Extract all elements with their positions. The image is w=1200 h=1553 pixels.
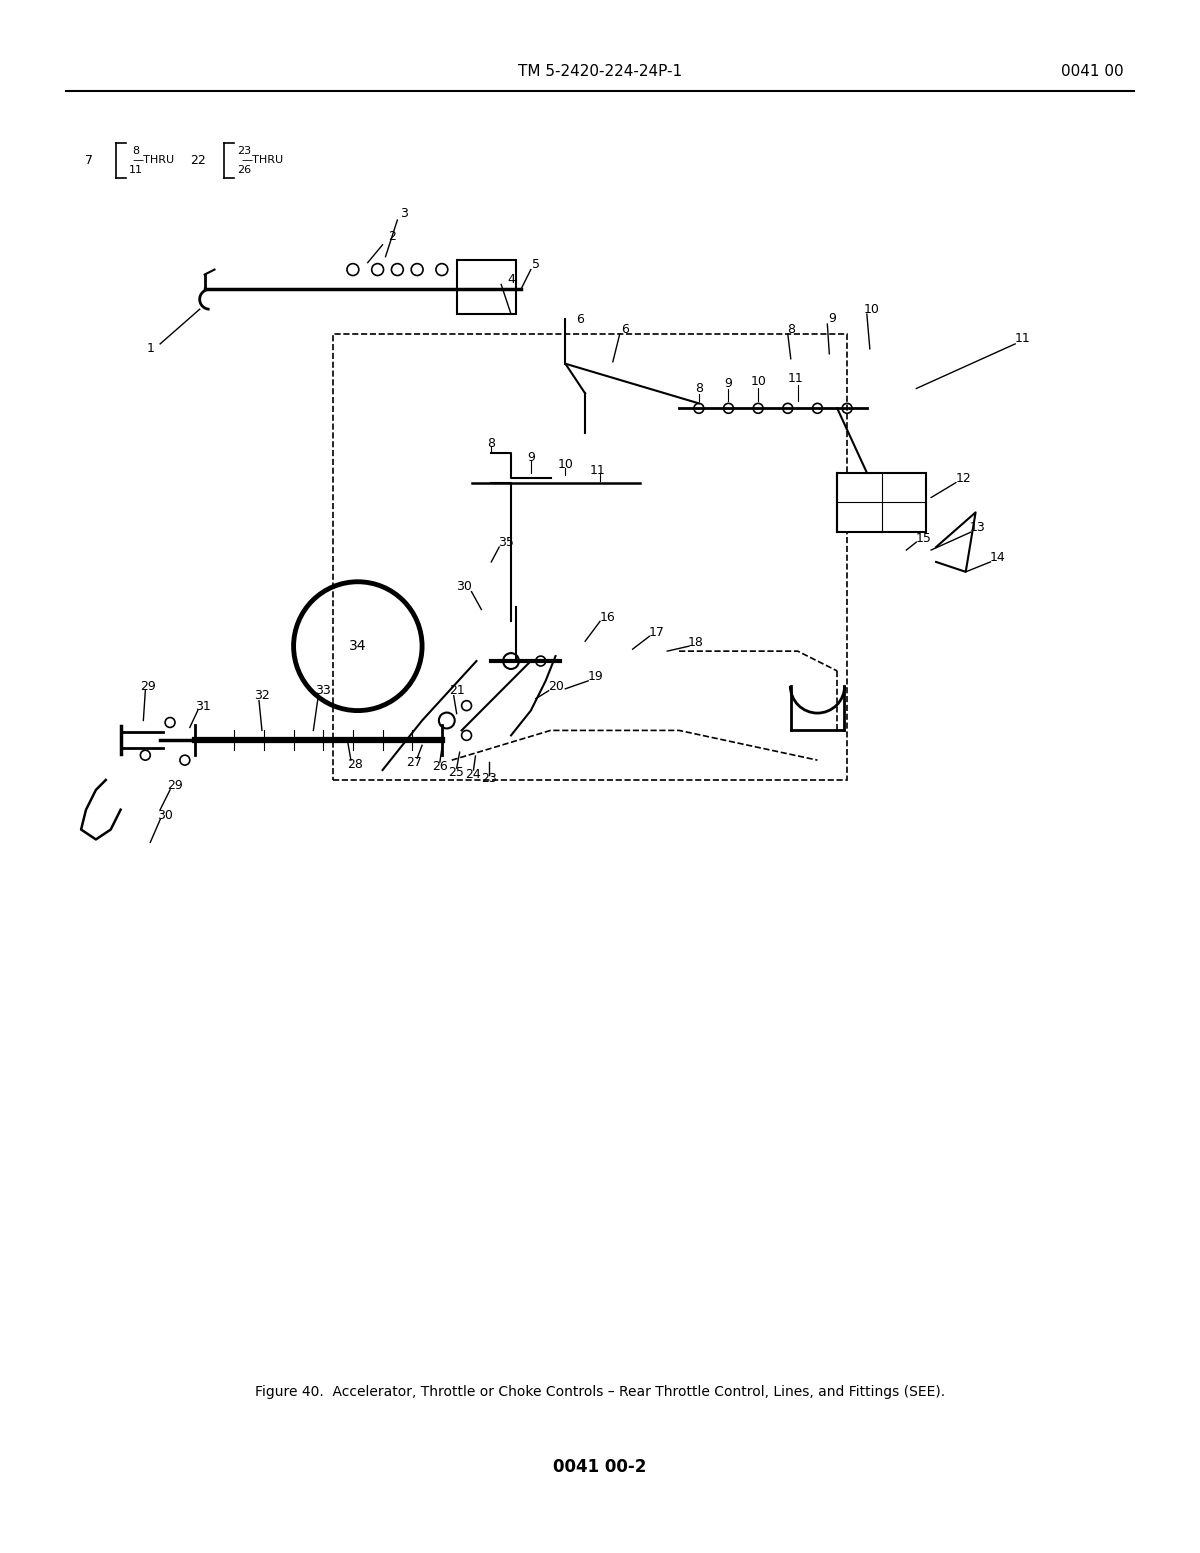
Text: 8: 8 [487,436,496,449]
Text: 4: 4 [508,273,515,286]
Text: 34: 34 [349,640,366,654]
Text: —THRU: —THRU [241,155,283,165]
FancyBboxPatch shape [838,472,926,533]
Text: 6: 6 [576,312,584,326]
Text: 11: 11 [128,166,143,175]
Text: 31: 31 [194,700,210,713]
Text: 11: 11 [788,373,804,385]
Text: 10: 10 [558,458,574,471]
Text: 29: 29 [167,780,182,792]
Text: 30: 30 [456,581,472,593]
Text: 11: 11 [1015,332,1031,345]
Text: 30: 30 [157,809,173,822]
Text: 8: 8 [787,323,794,335]
Text: 23: 23 [481,772,497,786]
Text: 12: 12 [956,472,972,485]
Text: 14: 14 [990,551,1006,564]
Text: 9: 9 [828,312,836,325]
Text: 8: 8 [695,382,703,394]
Text: 35: 35 [498,536,514,548]
Text: 22: 22 [190,154,205,168]
Text: —THRU: —THRU [132,155,174,165]
Text: 9: 9 [527,452,535,464]
Text: 17: 17 [648,626,665,638]
Text: 19: 19 [588,671,604,683]
Text: 18: 18 [688,635,704,649]
Text: 32: 32 [254,690,270,702]
Text: 20: 20 [548,680,564,693]
Text: 11: 11 [590,464,606,477]
Text: 9: 9 [725,377,732,390]
Text: 0041 00-2: 0041 00-2 [553,1458,647,1475]
Text: 7: 7 [85,154,92,168]
Text: 26: 26 [238,166,251,175]
Text: 8: 8 [132,146,139,155]
Text: 2: 2 [389,230,396,244]
Text: 23: 23 [238,146,251,155]
Text: 10: 10 [750,376,766,388]
FancyBboxPatch shape [457,259,516,314]
Text: 3: 3 [401,207,408,219]
Text: 15: 15 [916,531,931,545]
Text: 16: 16 [600,610,616,624]
Text: 21: 21 [449,685,464,697]
Text: 24: 24 [466,767,481,781]
Text: 5: 5 [532,258,540,272]
Text: 6: 6 [620,323,629,335]
Text: 28: 28 [347,758,362,770]
Text: 1: 1 [146,342,155,356]
Text: 26: 26 [432,759,448,772]
Text: 33: 33 [316,685,331,697]
Text: 27: 27 [407,756,422,769]
Text: 29: 29 [140,680,156,693]
Text: 0041 00: 0041 00 [1061,64,1124,79]
Text: 13: 13 [970,520,985,534]
Text: 25: 25 [448,766,463,778]
Text: TM 5-2420-224-24P-1: TM 5-2420-224-24P-1 [518,64,682,79]
Text: 10: 10 [864,303,880,315]
Text: Figure 40.  Accelerator, Throttle or Choke Controls – Rear Throttle Control, Lin: Figure 40. Accelerator, Throttle or Chok… [254,1385,946,1399]
